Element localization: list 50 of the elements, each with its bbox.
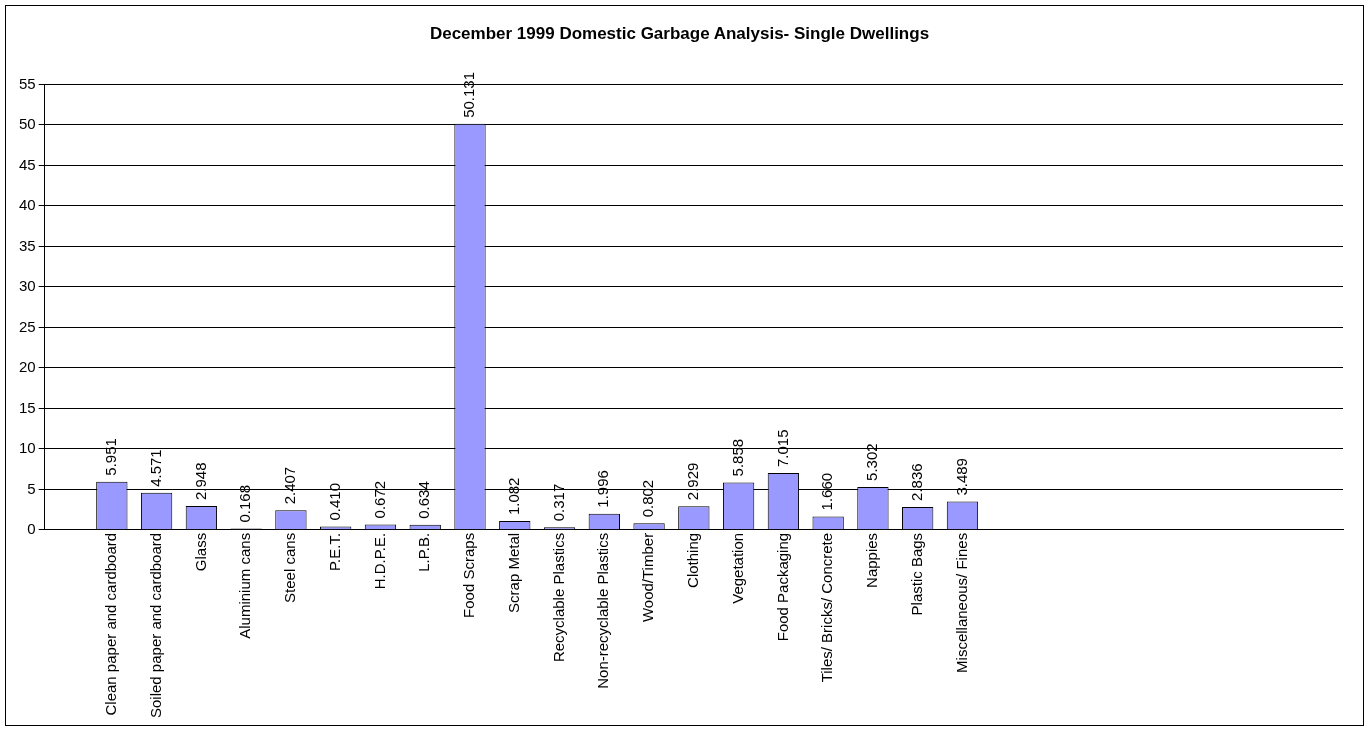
x-tick-label: L.P.B.: [415, 532, 433, 572]
data-label: 1.996: [594, 470, 612, 508]
data-label: 2.929: [683, 462, 701, 501]
x-tick-label: Non-recyclable Plastics: [594, 532, 612, 689]
x-tick-label: Miscellaneous/ Fines: [952, 532, 970, 673]
x-tick-label: Glass: [191, 532, 209, 572]
x-tick-label: Plastic Bags: [907, 532, 925, 616]
x-tick-label: Aluminium cans: [236, 532, 254, 639]
x-tick-label: Food Packaging: [773, 532, 791, 642]
y-tick-label: 35: [19, 236, 36, 254]
x-tick-label: Nappies: [863, 532, 881, 588]
x-tick-label: Steel cans: [281, 532, 299, 603]
x-tick-label: Scrap Metal: [504, 532, 522, 613]
y-tick-label: 5: [27, 479, 36, 497]
data-label: 0.672: [370, 480, 388, 519]
y-tick-label: 0: [27, 520, 36, 538]
data-label: 2.836: [907, 463, 925, 501]
data-label: 2.948: [191, 462, 209, 500]
data-label: 1.660: [818, 472, 836, 511]
x-tick-label: Tiles/ Bricks/ Concrete: [818, 532, 836, 683]
y-tick-label: 30: [19, 277, 36, 295]
data-label: 50.131: [460, 71, 478, 118]
y-tick-label: 40: [19, 196, 36, 214]
chart-title: December 1999 Domestic Garbage Analysis- Single Dwellings: [429, 23, 930, 43]
y-tick-label: 20: [19, 358, 36, 376]
x-tick-label: H.D.P.E.: [370, 532, 388, 590]
x-tick-label: Wood/Timber: [639, 532, 657, 623]
y-tick-label: 10: [19, 439, 36, 457]
x-tick-label: Recyclable Plastics: [549, 532, 567, 663]
x-tick-label: Clothing: [683, 532, 701, 588]
data-label: 7.015: [773, 429, 791, 468]
x-tick-label: P.E.T.: [325, 532, 343, 571]
data-label: 5.858: [728, 438, 746, 477]
data-label: 5.302: [863, 443, 881, 481]
data-label: 2.407: [281, 466, 299, 505]
y-tick-label: 25: [19, 317, 36, 335]
data-label: 0.317: [549, 483, 567, 522]
y-tick-label: 55: [19, 74, 36, 92]
data-label: 0.802: [639, 479, 657, 518]
data-label: 0.168: [236, 484, 254, 523]
x-tick-label: Soiled paper and cardboard: [146, 532, 164, 719]
data-label: 0.634: [415, 481, 433, 519]
y-tick-label: 50: [19, 115, 36, 133]
x-tick-label: Vegetation: [728, 532, 746, 604]
y-tick-label: 15: [19, 398, 36, 416]
x-tick-label: Food Scraps: [460, 532, 478, 618]
x-tick-label: Clean paper and cardboard: [101, 532, 119, 716]
data-label: 4.571: [146, 449, 164, 487]
data-label: 1.082: [504, 477, 522, 516]
y-tick-label: 45: [19, 155, 36, 173]
